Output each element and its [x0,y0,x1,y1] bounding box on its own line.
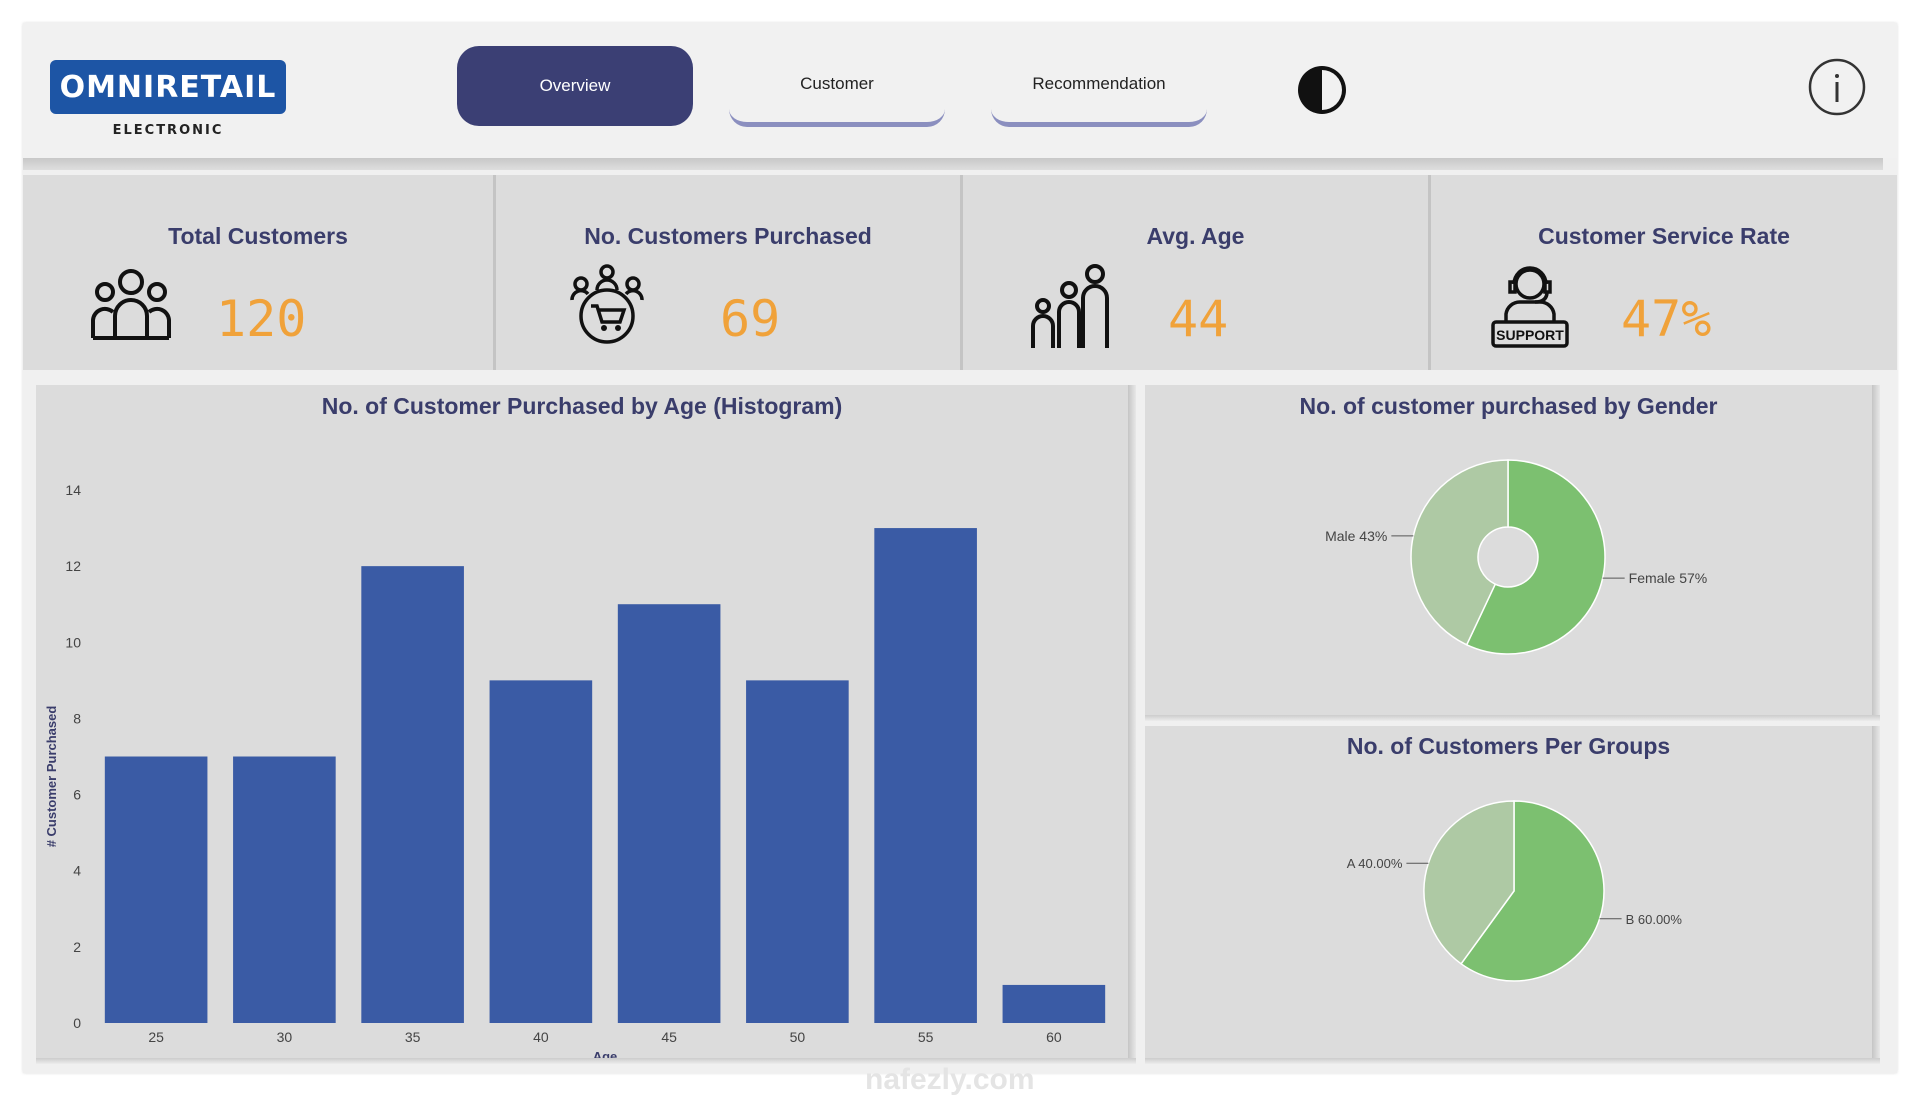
pie-label: Female 57% [1629,570,1708,586]
kpi-avg-age: Avg. Age 44 [963,175,1428,370]
y-axis-label: # Customer Purchased [44,706,59,848]
pie-label: A 40.00% [1347,856,1403,871]
kpi-value: 47% [1621,290,1712,348]
y-tick-label: 6 [73,787,81,803]
kpi-customer-service-rate: Customer Service Rate SUPPORT 47% [1431,175,1897,370]
histogram-bar [874,528,977,1023]
panel-shadow [1145,715,1880,721]
x-tick-label: 50 [790,1029,806,1045]
support-icon-text: SUPPORT [1496,327,1564,343]
x-tick-label: 35 [405,1029,421,1045]
x-axis-label: Age [593,1049,618,1058]
gender-pie-panel: No. of customer purchased by Gender Fema… [1145,385,1872,715]
histogram-bar [617,604,721,1023]
groups-pie-panel: No. of Customers Per Groups B 60.00% A 40… [1145,726,1872,1058]
histogram-bar [746,680,849,1023]
kpi-value: 120 [216,290,307,348]
dashboard-frame: OMNIRETAIL ELECTRONIC Overview Customer … [23,23,1897,1073]
shopping-cart-people-icon [570,264,644,344]
support-agent-icon: SUPPORT [1491,266,1569,348]
y-tick-label: 14 [65,482,81,498]
y-tick-label: 12 [65,558,81,574]
people-group-icon [91,269,171,340]
histogram-chart: 0 2 4 6 8 10 12 14 25 30 35 40 45 50 55 60 Age # Customer… [44,482,1106,1058]
x-tick-label: 60 [1046,1029,1062,1045]
kpi-title: Avg. Age [1146,223,1245,249]
x-tick-label: 25 [148,1029,164,1045]
pie-slice [1410,459,1509,646]
pie-slice [1465,459,1606,655]
kpi-total-customers: Total Customers 120 [23,175,493,370]
y-tick-label: 10 [65,634,81,650]
tab-customer[interactable]: Customer [729,46,945,127]
pie-label: B 60.00% [1626,912,1683,927]
y-tick-label: 0 [73,1015,81,1031]
groups-pie-chart: B 60.00% A 40.00% [1347,800,1683,982]
kpi-customers-purchased: No. Customers Purchased 69 [496,175,960,370]
kpi-separator [1428,175,1431,370]
x-tick-label: 45 [661,1029,677,1045]
header-bar: OMNIRETAIL ELECTRONIC Overview Customer … [23,23,1897,158]
panel-shadow [1872,385,1880,715]
panel-shadow [1872,726,1880,1058]
histogram-bar [104,756,208,1023]
contrast-icon[interactable] [1296,64,1348,116]
kpi-separator [960,175,963,370]
pie-slice [1423,800,1515,965]
y-tick-label: 2 [73,939,81,955]
header-divider [23,158,1883,170]
brand-name: OMNIRETAIL [59,69,277,105]
histogram-bar [361,566,464,1023]
histogram-panel: No. of Customer Purchased by Age (Histog… [36,385,1128,1058]
x-tick-label: 40 [533,1029,549,1045]
y-tick-label: 8 [73,710,81,726]
info-icon[interactable] [1808,58,1866,116]
groups-pie-title: No. of Customers Per Groups [1346,733,1671,759]
histogram-bar [233,756,336,1023]
kpi-separator [493,175,496,370]
kpi-title: Total Customers [168,223,348,249]
histogram-bar [489,680,593,1023]
histogram-bar [1002,984,1106,1023]
kpi-title: No. Customers Purchased [584,223,872,249]
histogram-title: No. of Customer Purchased by Age (Histog… [321,393,843,419]
kpi-value: 69 [720,290,781,348]
y-tick-label: 4 [73,863,81,879]
family-icon [1031,264,1109,348]
kpi-title: Customer Service Rate [1538,223,1790,249]
kpi-value: 44 [1168,290,1229,348]
panel-shadow [1128,385,1136,1058]
pie-slice [1460,800,1605,982]
watermark: nafezly.com [865,1063,1035,1096]
gender-pie-chart: Female 57% Male 43% [1325,459,1708,655]
pie-label: Male 43% [1325,528,1387,544]
brand-logo: OMNIRETAIL [50,60,286,114]
x-tick-label: 30 [277,1029,293,1045]
panel-shadow [36,1058,1136,1064]
brand-subtitle: ELECTRONIC [112,123,224,138]
tab-recommendation[interactable]: Recommendation [991,46,1207,127]
panel-shadow [1145,1058,1880,1064]
tab-overview[interactable]: Overview [457,46,693,126]
gender-pie-title: No. of customer purchased by Gender [1299,393,1718,419]
x-tick-label: 55 [918,1029,934,1045]
